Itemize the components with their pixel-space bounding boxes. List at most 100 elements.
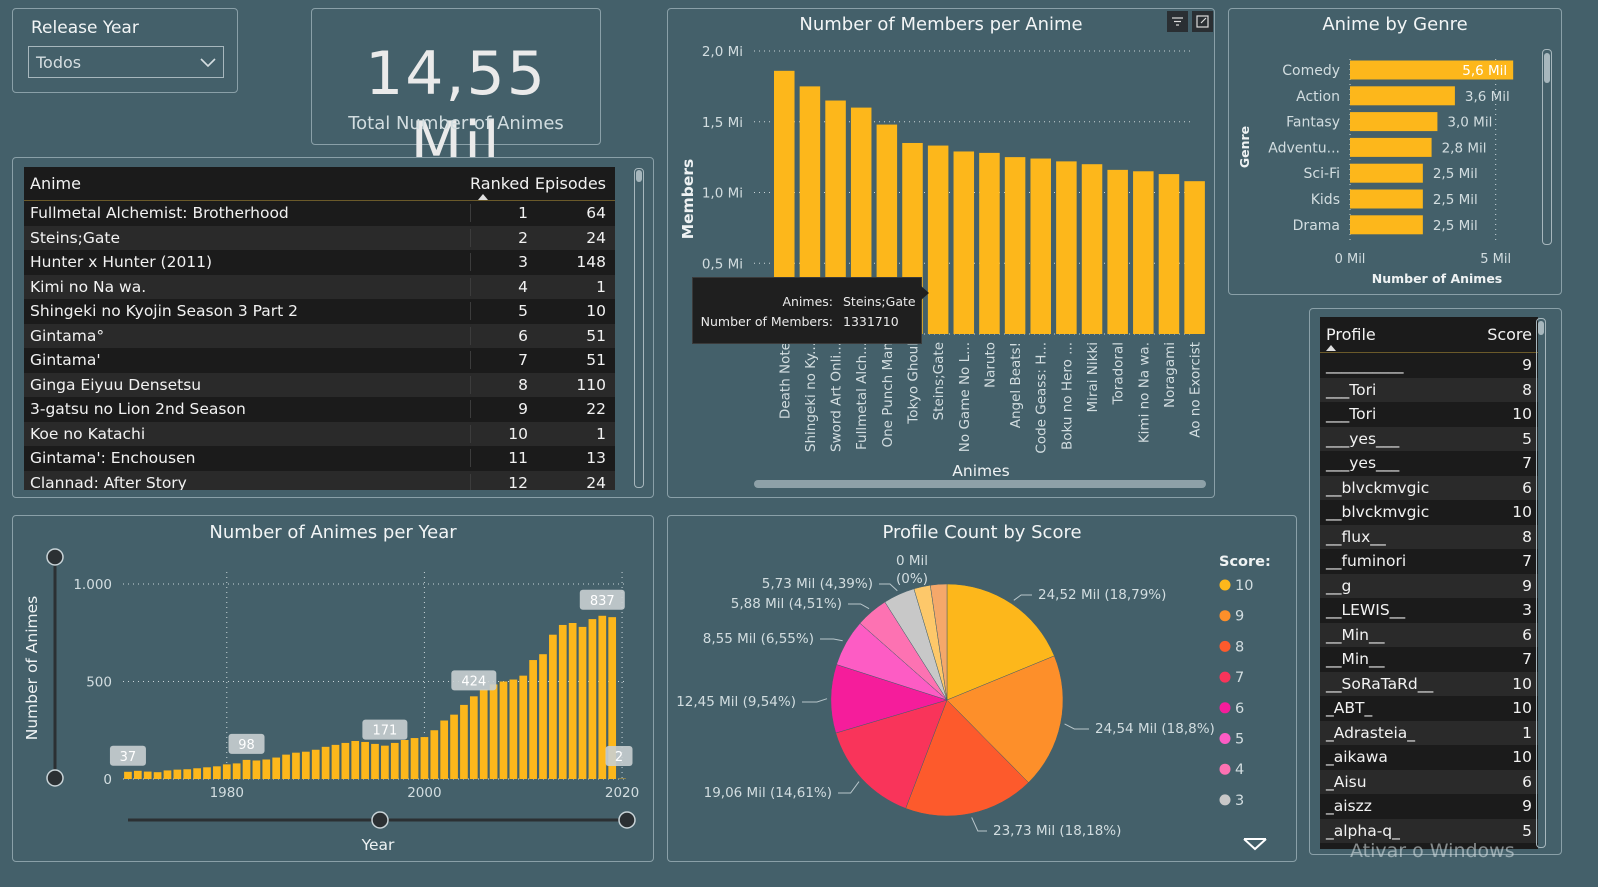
data-label: 5,88 Mil (4,51%) bbox=[731, 596, 842, 612]
col-ranked-header[interactable]: Ranked bbox=[470, 174, 530, 193]
table-row[interactable]: Shingeki no Kyojin Season 3 Part 2 5 10 bbox=[24, 299, 615, 324]
genre-chart-scrollbar[interactable] bbox=[1542, 49, 1552, 245]
legend-label: 10 bbox=[1235, 578, 1253, 594]
ranked-cell: 6 bbox=[470, 326, 532, 345]
episodes-cell: 24 bbox=[586, 473, 606, 490]
pie-slice bbox=[946, 583, 1055, 701]
data-label: 2,8 Mil bbox=[1442, 140, 1487, 156]
tooltip-key-2: Number of Members: bbox=[700, 314, 833, 329]
bar bbox=[173, 769, 182, 779]
leader-line bbox=[1013, 594, 1032, 601]
release-year-dropdown[interactable]: Todos bbox=[28, 46, 224, 78]
data-label: 2 bbox=[615, 750, 623, 765]
bar bbox=[371, 743, 379, 779]
table-row[interactable]: __blvckmvgic 6 bbox=[1320, 475, 1538, 500]
bar bbox=[1107, 169, 1128, 334]
data-label: 0 Mil bbox=[896, 553, 928, 569]
table-row[interactable]: Fullmetal Alchemist: Brotherhood 1 64 bbox=[24, 201, 615, 226]
bar bbox=[282, 754, 290, 779]
score-cell: 6 bbox=[1522, 772, 1532, 791]
score-cell: 5 bbox=[1522, 821, 1532, 840]
table-row[interactable]: _Aisu 6 bbox=[1320, 769, 1538, 794]
table-row[interactable]: Hunter x Hunter (2011) 3 148 bbox=[24, 250, 615, 275]
table-row[interactable]: _alpha-q_ 5 bbox=[1320, 818, 1538, 843]
leader-line bbox=[971, 817, 987, 832]
members-chart-scrollbar[interactable] bbox=[754, 480, 1206, 488]
table-row[interactable]: Kimi no Na wa. 4 1 bbox=[24, 274, 615, 299]
genre-chart-card: Anime by Genre 0 Mil 5 Mil Comedy 5,6 Mil Ac… bbox=[1228, 8, 1562, 295]
profile-cell: __flux__ bbox=[1326, 527, 1386, 546]
legend-scroll-down-icon[interactable] bbox=[1242, 837, 1268, 851]
profile-table-scrollbar[interactable] bbox=[1536, 318, 1546, 848]
table-row[interactable]: Clannad: After Story 12 24 bbox=[24, 470, 615, 490]
anime-table-scrollbar[interactable] bbox=[634, 168, 644, 488]
table-row[interactable]: _aiszz 9 bbox=[1320, 794, 1538, 819]
table-row[interactable]: __________ 9 bbox=[1320, 353, 1538, 378]
table-row[interactable]: Koe no Katachi 10 1 bbox=[24, 421, 615, 446]
table-row[interactable]: ___Tori 10 bbox=[1320, 402, 1538, 427]
score-cell: 10 bbox=[1512, 405, 1532, 424]
table-row[interactable]: Gintama': Enchousen 11 13 bbox=[24, 446, 615, 471]
pie-slice bbox=[946, 655, 1064, 783]
y-tick-label: 1.000 bbox=[73, 577, 112, 593]
col-anime-header[interactable]: Anime bbox=[30, 174, 81, 193]
table-row[interactable]: Ginga Eiyuu Densetsu 8 110 bbox=[24, 372, 615, 397]
table-row[interactable]: Gintama' 7 51 bbox=[24, 348, 615, 373]
col-profile-header[interactable]: Profile bbox=[1326, 325, 1376, 344]
bar bbox=[272, 757, 281, 779]
table-row[interactable]: ___yes___ 5 bbox=[1320, 426, 1538, 451]
y-slider-handle[interactable] bbox=[46, 769, 64, 787]
bar bbox=[420, 737, 429, 779]
profile-cell: _aikawa bbox=[1326, 748, 1388, 767]
profile-cell: __blvckmvgic bbox=[1326, 503, 1430, 522]
focus-mode-icon[interactable] bbox=[1192, 11, 1213, 32]
scrollbar-thumb[interactable] bbox=[1544, 53, 1550, 83]
table-row[interactable]: __blvckmvgic 10 bbox=[1320, 500, 1538, 525]
profile-table-header: Profile Score bbox=[1320, 317, 1538, 353]
profile-cell: __fuminori bbox=[1326, 552, 1407, 571]
table-row[interactable]: __fuminori 7 bbox=[1320, 549, 1538, 574]
table-row[interactable]: __LEWIS__ 3 bbox=[1320, 598, 1538, 623]
windows-watermark: Ativar o Windows bbox=[1350, 840, 1515, 862]
table-row[interactable]: _ABT_ 10 bbox=[1320, 696, 1538, 721]
bar bbox=[598, 615, 607, 779]
bar bbox=[242, 759, 251, 779]
filter-icon[interactable] bbox=[1167, 11, 1188, 32]
profile-cell: ___yes___ bbox=[1326, 429, 1400, 448]
data-label: 37 bbox=[120, 750, 137, 765]
col-score-header[interactable]: Score bbox=[1487, 325, 1532, 344]
col-episodes-header[interactable]: Episodes bbox=[534, 174, 606, 193]
scrollbar-thumb[interactable] bbox=[636, 170, 642, 182]
table-row[interactable]: __flux__ 8 bbox=[1320, 524, 1538, 549]
bar bbox=[361, 741, 369, 779]
bar bbox=[558, 624, 567, 779]
table-row[interactable]: __Min__ 6 bbox=[1320, 622, 1538, 647]
anime-cell: Gintama' bbox=[30, 351, 101, 370]
bar bbox=[252, 760, 261, 779]
y-tick-label: Sci-Fi bbox=[1304, 166, 1340, 182]
anime-cell: Gintama': Enchousen bbox=[30, 449, 196, 468]
table-row[interactable]: Gintama° 6 51 bbox=[24, 323, 615, 348]
table-row[interactable]: __g 9 bbox=[1320, 573, 1538, 598]
table-row[interactable]: 3-gatsu no Lion 2nd Season 9 22 bbox=[24, 397, 615, 422]
scrollbar-thumb[interactable] bbox=[1538, 321, 1544, 335]
y-axis-label: Members bbox=[679, 159, 697, 240]
table-row[interactable]: _aikawa 10 bbox=[1320, 745, 1538, 770]
x-slider-handle[interactable] bbox=[618, 811, 636, 829]
table-row[interactable]: __Min__ 7 bbox=[1320, 647, 1538, 672]
table-row[interactable]: Steins;Gate 2 24 bbox=[24, 225, 615, 250]
y-slider-handle[interactable] bbox=[46, 548, 64, 566]
x-tick-label: 1980 bbox=[210, 785, 244, 801]
bar bbox=[351, 740, 360, 779]
bar bbox=[1030, 158, 1051, 334]
table-row[interactable]: ___Tori 8 bbox=[1320, 377, 1538, 402]
x-tick-label: No Game No L... bbox=[957, 342, 973, 452]
table-row[interactable]: __SoRaTaRd__ 10 bbox=[1320, 671, 1538, 696]
x-slider-handle[interactable] bbox=[371, 811, 389, 829]
table-row[interactable]: ___yes___ 7 bbox=[1320, 451, 1538, 476]
table-row[interactable]: _Adrasteia_ 1 bbox=[1320, 720, 1538, 745]
episodes-cell: 22 bbox=[586, 400, 606, 419]
anime-cell: Kimi no Na wa. bbox=[30, 277, 147, 296]
leader-line bbox=[802, 698, 828, 703]
genre-chart: 0 Mil 5 Mil Comedy 5,6 Mil Action 3,6 Mil Fant… bbox=[1237, 59, 1514, 286]
